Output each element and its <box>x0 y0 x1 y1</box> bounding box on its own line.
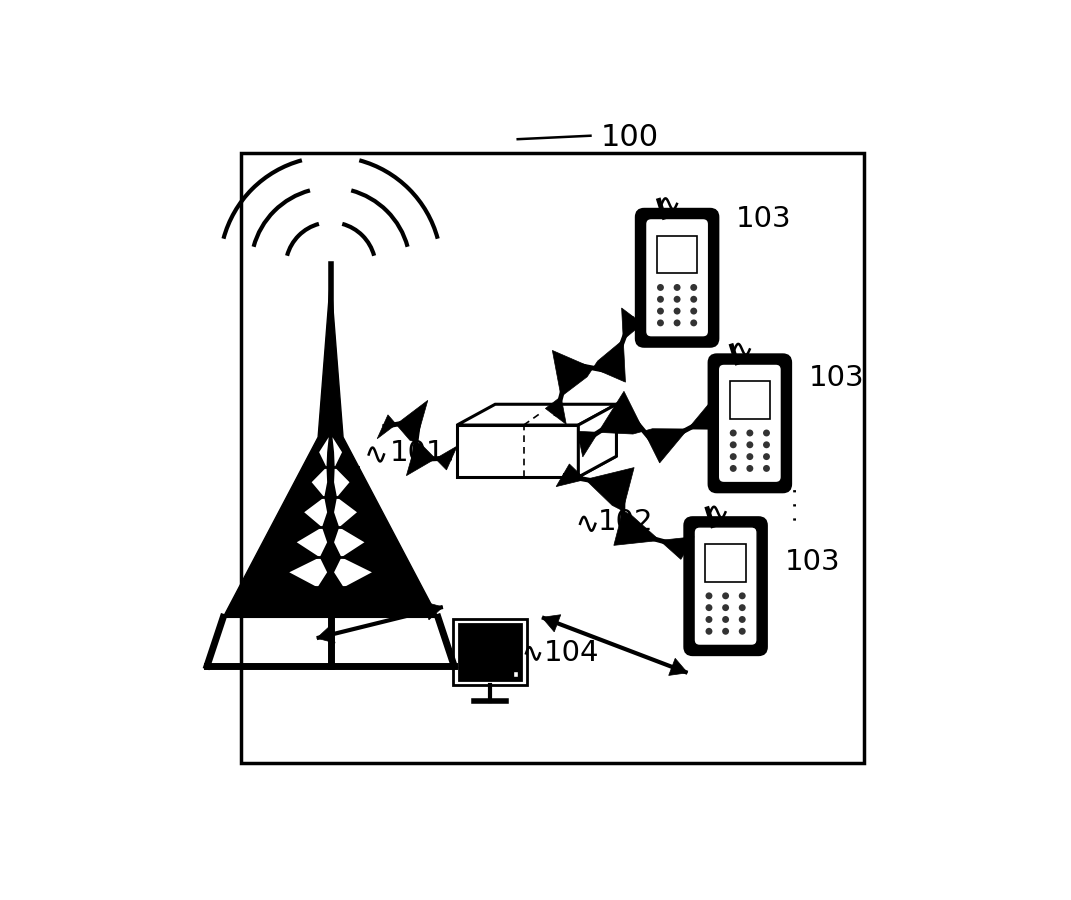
Bar <box>657 236 697 274</box>
Circle shape <box>674 296 680 302</box>
Polygon shape <box>312 467 327 497</box>
Circle shape <box>739 628 745 634</box>
Bar <box>458 625 522 680</box>
Circle shape <box>739 592 745 599</box>
Circle shape <box>657 284 664 291</box>
Circle shape <box>674 320 680 327</box>
Circle shape <box>739 604 745 611</box>
Text: · · ·: · · · <box>786 487 806 522</box>
Polygon shape <box>457 456 617 477</box>
Polygon shape <box>542 615 561 632</box>
Circle shape <box>691 308 697 314</box>
Polygon shape <box>556 464 694 560</box>
Text: 100: 100 <box>601 122 659 151</box>
Polygon shape <box>545 308 643 424</box>
Circle shape <box>739 616 745 623</box>
Circle shape <box>722 616 729 623</box>
Bar <box>241 153 864 763</box>
Circle shape <box>722 592 729 599</box>
Circle shape <box>763 453 770 460</box>
Circle shape <box>691 284 697 291</box>
Polygon shape <box>289 557 327 588</box>
Circle shape <box>763 429 770 436</box>
Text: 101: 101 <box>390 439 446 467</box>
Circle shape <box>729 429 737 436</box>
Polygon shape <box>297 527 327 557</box>
Text: 104: 104 <box>544 639 600 668</box>
Polygon shape <box>317 626 335 643</box>
Circle shape <box>722 604 729 611</box>
Polygon shape <box>332 437 342 467</box>
Polygon shape <box>457 404 617 425</box>
Circle shape <box>729 465 737 472</box>
Text: 102: 102 <box>598 508 653 536</box>
Bar <box>706 544 745 582</box>
Bar <box>458 625 522 680</box>
Polygon shape <box>668 658 688 675</box>
Polygon shape <box>334 527 364 557</box>
Polygon shape <box>304 497 327 527</box>
Bar <box>729 382 770 419</box>
Circle shape <box>674 308 680 314</box>
Circle shape <box>706 604 712 611</box>
Circle shape <box>722 628 729 634</box>
Circle shape <box>657 320 664 327</box>
Circle shape <box>763 441 770 448</box>
Circle shape <box>674 284 680 291</box>
Circle shape <box>729 441 737 448</box>
Circle shape <box>706 628 712 634</box>
Bar <box>453 618 527 685</box>
Polygon shape <box>577 392 714 463</box>
Circle shape <box>657 296 664 302</box>
FancyBboxPatch shape <box>694 526 757 645</box>
Circle shape <box>691 296 697 302</box>
Bar <box>513 671 518 677</box>
FancyBboxPatch shape <box>719 364 782 482</box>
Circle shape <box>746 465 753 472</box>
Polygon shape <box>334 497 357 527</box>
Circle shape <box>706 616 712 623</box>
Polygon shape <box>377 400 457 476</box>
Polygon shape <box>223 278 438 617</box>
Circle shape <box>763 465 770 472</box>
Polygon shape <box>424 602 443 620</box>
FancyBboxPatch shape <box>709 355 791 492</box>
Polygon shape <box>457 425 578 477</box>
Text: 103: 103 <box>736 205 791 233</box>
Text: 103: 103 <box>809 364 864 392</box>
Polygon shape <box>334 557 372 588</box>
Circle shape <box>706 592 712 599</box>
FancyBboxPatch shape <box>684 518 767 655</box>
FancyBboxPatch shape <box>646 219 709 337</box>
Polygon shape <box>334 467 349 497</box>
Circle shape <box>729 453 737 460</box>
Circle shape <box>657 308 664 314</box>
Circle shape <box>746 441 753 448</box>
Circle shape <box>746 453 753 460</box>
FancyBboxPatch shape <box>636 209 719 346</box>
Circle shape <box>691 320 697 327</box>
Text: 103: 103 <box>784 548 840 576</box>
Polygon shape <box>578 404 617 477</box>
Polygon shape <box>319 437 329 467</box>
Circle shape <box>746 429 753 436</box>
